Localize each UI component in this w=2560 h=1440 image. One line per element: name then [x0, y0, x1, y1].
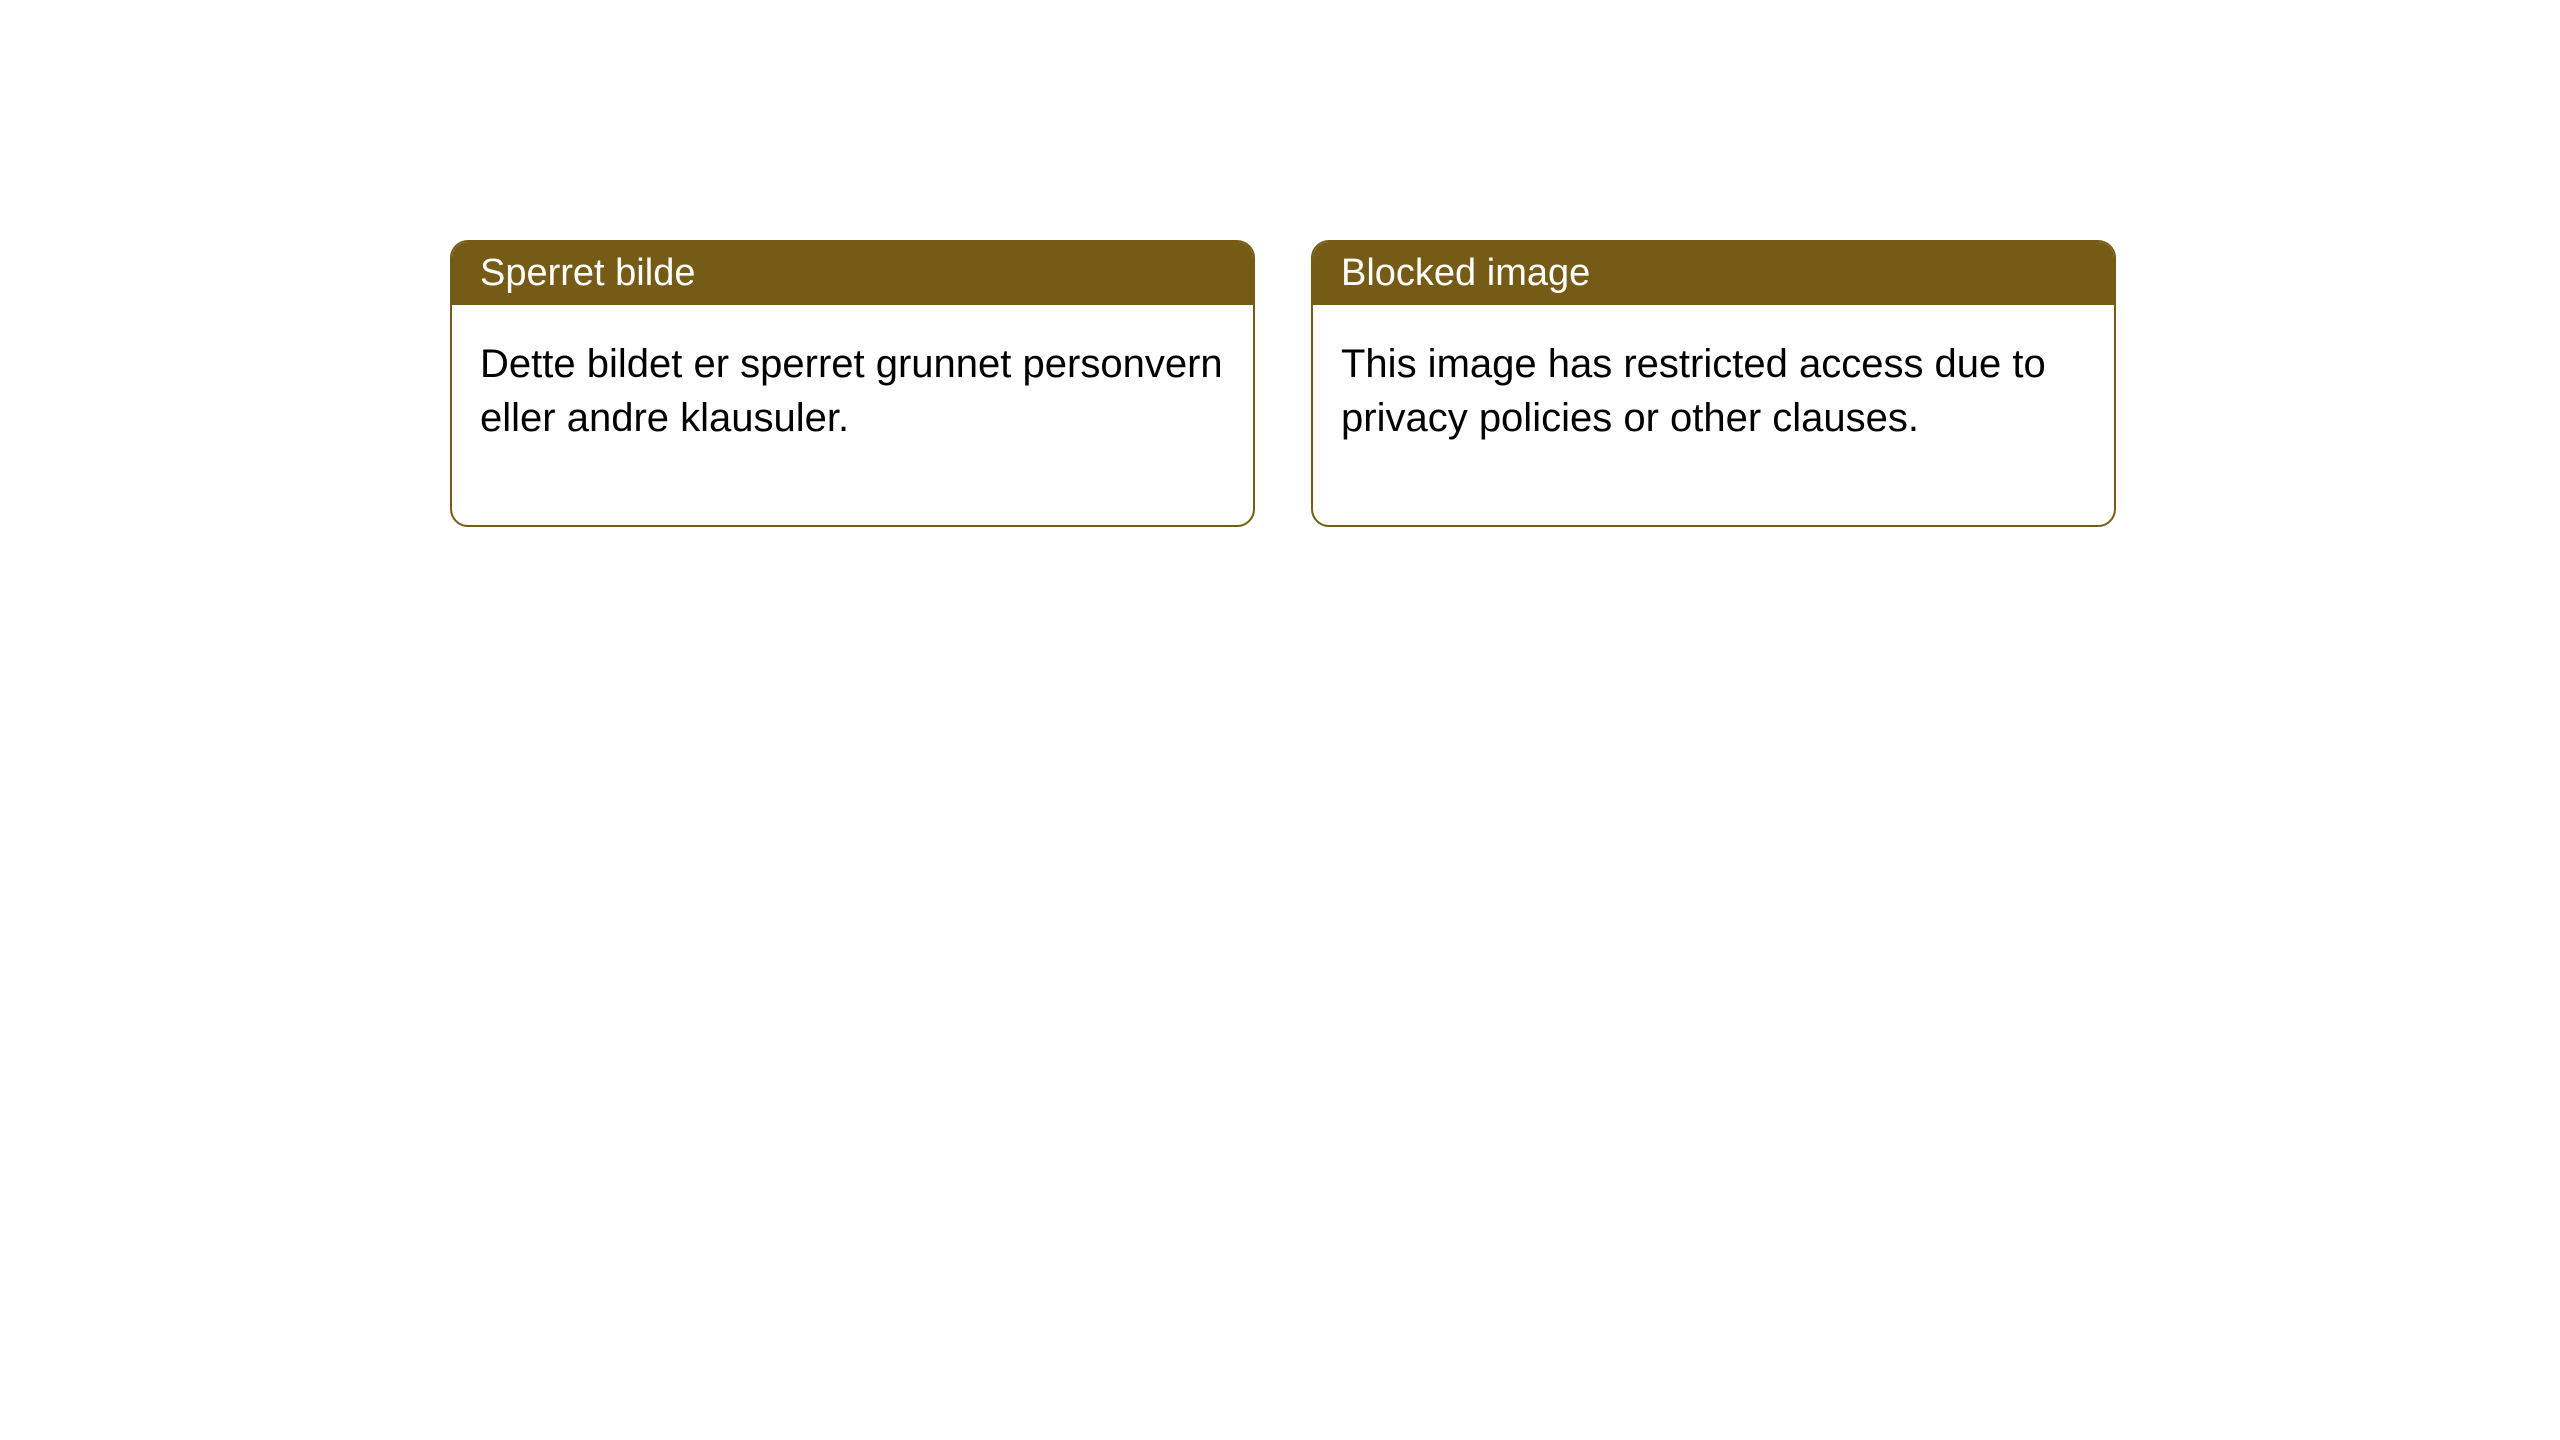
notice-body: This image has restricted access due to … — [1313, 305, 2114, 525]
notice-body: Dette bildet er sperret grunnet personve… — [452, 305, 1253, 525]
notice-card-norwegian: Sperret bilde Dette bildet er sperret gr… — [450, 240, 1255, 527]
notice-title: Blocked image — [1341, 252, 1590, 294]
notice-message: This image has restricted access due to … — [1341, 342, 2046, 440]
notice-container: Sperret bilde Dette bildet er sperret gr… — [0, 0, 2560, 527]
notice-message: Dette bildet er sperret grunnet personve… — [480, 342, 1223, 440]
notice-title: Sperret bilde — [480, 252, 695, 294]
notice-card-english: Blocked image This image has restricted … — [1311, 240, 2116, 527]
notice-header: Sperret bilde — [452, 242, 1253, 305]
notice-header: Blocked image — [1313, 242, 2114, 305]
